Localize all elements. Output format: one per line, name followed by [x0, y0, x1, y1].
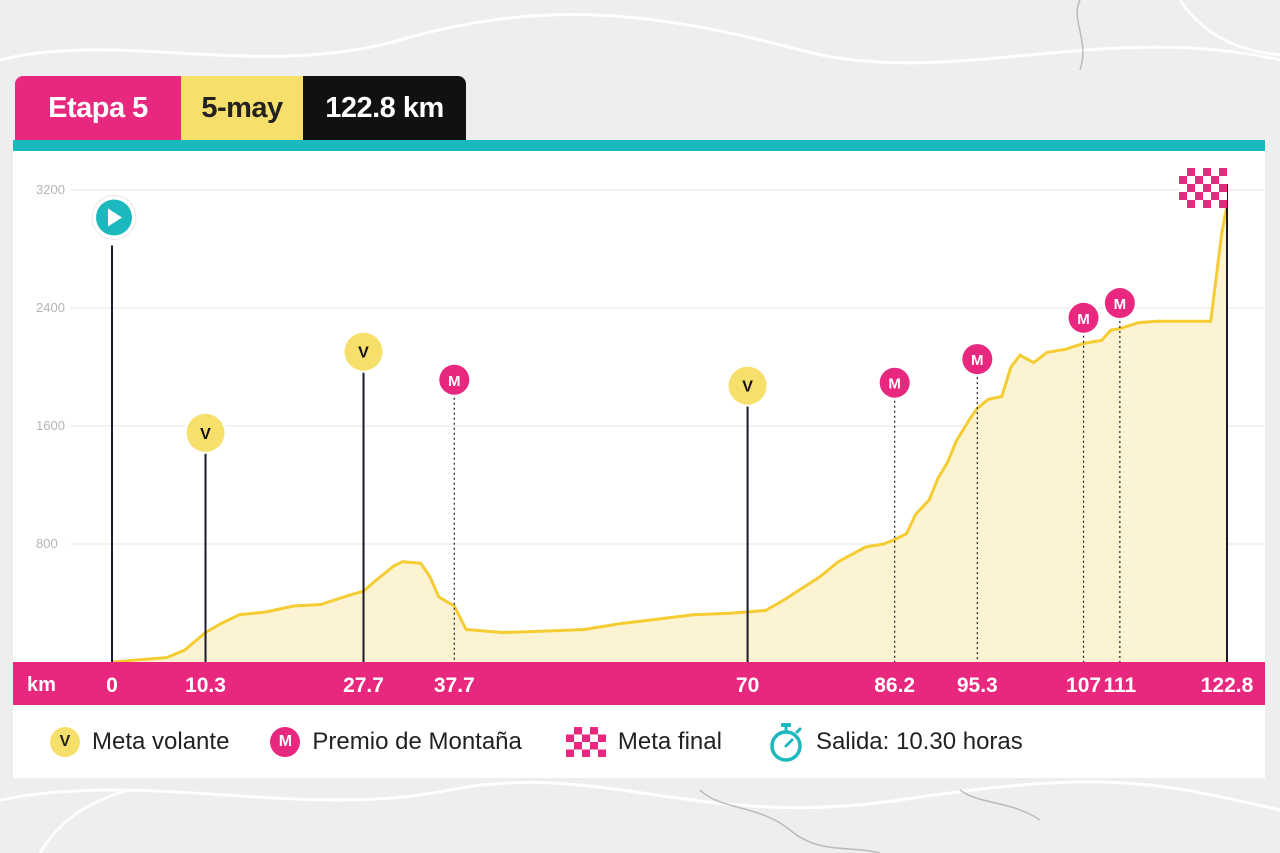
mountain-marker-label: M	[1114, 296, 1127, 313]
km-tick-label: 86.2	[874, 674, 915, 697]
km-tick-label: 27.7	[343, 674, 384, 697]
y-tick-label: 800	[36, 536, 58, 551]
finish-flag-square	[1187, 176, 1195, 184]
finish-flag-square	[1211, 168, 1219, 176]
mountain-marker-label: M	[971, 352, 984, 369]
mountain-marker-circle	[962, 344, 993, 375]
km-tick-label: 122.8	[1201, 674, 1254, 697]
finish-flag-square	[1179, 184, 1187, 192]
stopwatch-icon	[770, 722, 802, 762]
mountain-marker-label: M	[888, 376, 901, 393]
sprint-marker-label: V	[358, 345, 369, 362]
finish-flag-square	[1195, 168, 1203, 176]
profile-area	[112, 204, 1227, 663]
finish-flag-square	[1195, 184, 1203, 192]
km-tick-label: 37.7	[434, 674, 475, 697]
sprint-marker-circle	[344, 332, 383, 371]
finish-flag-square	[1195, 200, 1203, 208]
legend-meta-volante: V Meta volante	[50, 726, 230, 757]
legend: V Meta volante M Premio de Montaña Meta …	[13, 705, 1265, 778]
checkered-flag-icon	[565, 726, 606, 757]
km-tick-label: 10.3	[185, 674, 226, 697]
sprint-marker-circle	[728, 366, 767, 405]
km-tick-label: 95.3	[957, 674, 998, 697]
finish-flag-square	[1187, 192, 1195, 200]
header-underline	[13, 140, 1265, 151]
stage-date-tab: 5-may	[181, 76, 303, 140]
finish-flag-square	[1203, 176, 1211, 184]
stage-header: Etapa 5 5-may 122.8 km	[15, 76, 466, 140]
finish-flag-square	[1219, 176, 1227, 184]
y-tick-label: 1600	[36, 418, 65, 433]
km-tick-label: 0	[106, 674, 118, 697]
legend-premio-montana: M Premio de Montaña	[270, 726, 522, 757]
stage-distance-tab: 122.8 km	[303, 76, 466, 140]
km-axis-bar	[13, 662, 1265, 706]
profile-line	[111, 204, 1229, 664]
mountain-marker-circle	[1104, 288, 1135, 319]
finish-flag-square	[1179, 200, 1187, 208]
km-tick-label: 107	[1066, 674, 1101, 697]
finish-flag-square	[1211, 184, 1219, 192]
legend-meta-volante-label: Meta volante	[92, 727, 230, 755]
sprint-marker-circle	[186, 413, 225, 452]
mountain-marker-circle	[1068, 302, 1099, 333]
stage-card: Etapa 5 5-may 122.8 km 3200 2400 1600 800 V V…	[13, 76, 1265, 778]
sprint-marker-label: V	[742, 379, 753, 396]
finish-flag-square	[1219, 192, 1227, 200]
finish-flag-square	[1211, 200, 1219, 208]
sprint-marker-label: V	[200, 426, 211, 443]
legend-meta-final-label: Meta final	[617, 727, 722, 755]
legend-premio-montana-label: Premio de Montaña	[312, 727, 522, 755]
legend-meta-final: Meta final	[565, 726, 722, 757]
km-axis-label: km	[27, 674, 56, 696]
mountain-marker-circle	[439, 364, 470, 395]
finish-flag-square	[1179, 168, 1187, 176]
mountain-marker-label: M	[1077, 311, 1090, 328]
mountain-marker-label: M	[448, 373, 461, 390]
finish-flag-square	[1203, 192, 1211, 200]
mountain-badge-icon: M	[270, 726, 301, 757]
mountain-marker-circle	[879, 367, 910, 398]
y-tick-label: 2400	[36, 300, 65, 315]
km-tick-label: 111	[1103, 674, 1136, 697]
legend-salida: Salida: 10.30 horas	[768, 722, 1023, 762]
stage-number-tab: Etapa 5	[15, 76, 181, 140]
play-icon	[108, 208, 122, 227]
legend-salida-label: Salida: 10.30 horas	[815, 727, 1023, 755]
y-tick-label: 3200	[36, 182, 65, 197]
sprint-badge-icon: V	[50, 726, 80, 757]
km-tick-label: 70	[736, 674, 759, 697]
